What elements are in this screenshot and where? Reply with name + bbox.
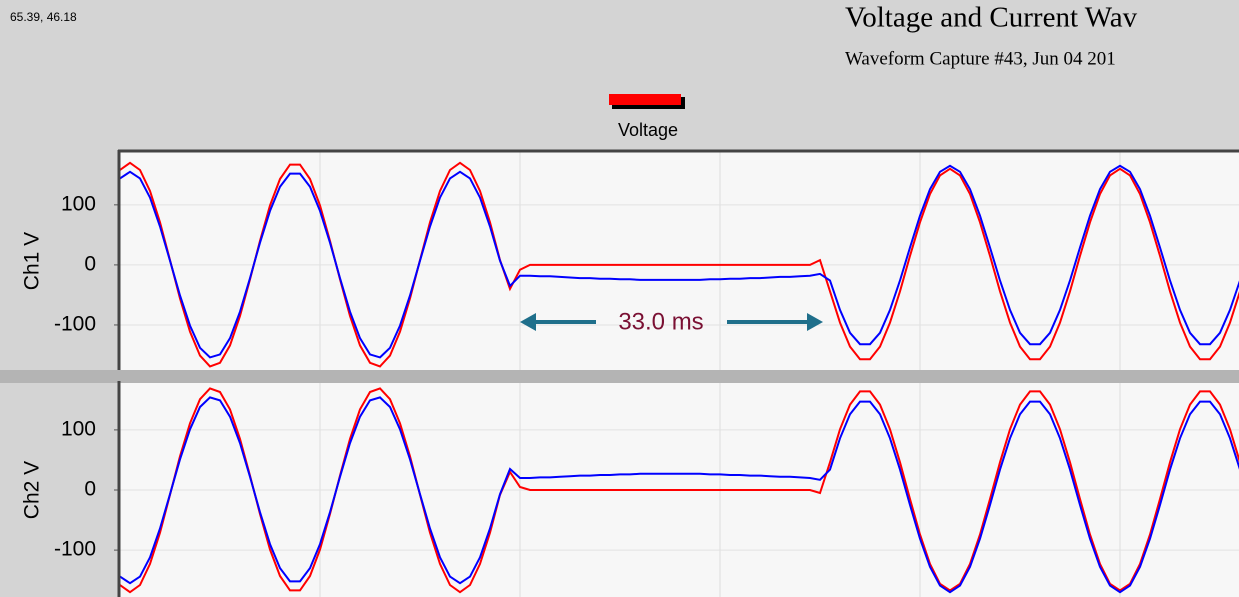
- series-line: [120, 396, 1239, 594]
- y-tick-label: 100: [61, 192, 96, 215]
- legend-swatch: [609, 94, 681, 105]
- legend-label: Voltage: [618, 120, 678, 140]
- y-axis-label: Ch2 V: [21, 461, 44, 519]
- plot-area: [120, 152, 1239, 370]
- chart-title: Voltage and Current Wav: [845, 2, 1138, 34]
- series-line: [120, 164, 1239, 359]
- y-tick-label: -100: [54, 538, 96, 561]
- chart-subtitle: Waveform Capture #43, Jun 04 201: [845, 48, 1116, 69]
- series-line: [120, 387, 1239, 594]
- annotation: 33.0 ms: [618, 308, 703, 335]
- arrow-head: [807, 313, 823, 331]
- arrow-head: [520, 313, 536, 331]
- y-tick-label: 100: [61, 417, 96, 440]
- y-tick-label: 0: [84, 252, 96, 275]
- y-axis-label: Ch1 V: [21, 232, 44, 290]
- y-tick-label: -100: [54, 313, 96, 336]
- series-line: [120, 161, 1239, 368]
- cursor-readout: 65.39, 46.18: [10, 10, 77, 24]
- panel-separator: [0, 370, 1239, 383]
- y-tick-label: 0: [84, 478, 96, 501]
